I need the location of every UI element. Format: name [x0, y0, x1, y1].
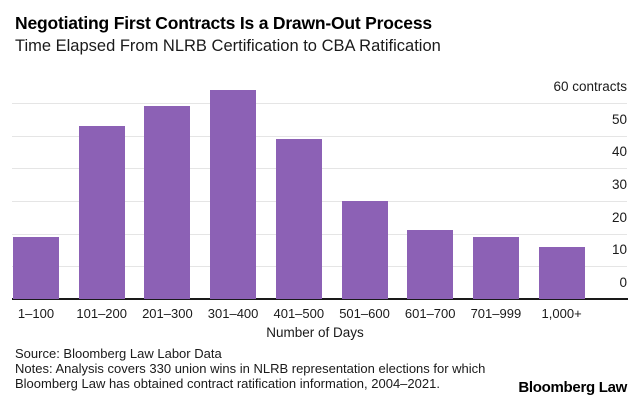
y-tick-label-0: 0: [619, 275, 627, 290]
x-tick-label-401–500: 401–500: [273, 306, 325, 321]
y-tick-label-60: 60 contracts: [553, 79, 627, 94]
chart-title: Negotiating First Contracts Is a Drawn-O…: [15, 13, 432, 33]
bar-1,000+: [538, 246, 585, 299]
source-text: Source: Bloomberg Law Labor Data: [15, 346, 222, 361]
bar-401–500: [275, 138, 322, 299]
y-tick-label-50: 50: [611, 111, 627, 127]
notes-text: Notes: Analysis covers 330 union wins in…: [15, 361, 486, 391]
chart-subtitle: Time Elapsed From NLRB Certification to …: [15, 37, 441, 55]
bar-701–999: [472, 236, 519, 299]
y-tick-label-10: 10: [611, 242, 627, 258]
bloomberg-law-logo: Bloomberg Law: [518, 379, 627, 396]
x-axis-line: [12, 298, 628, 300]
bar-501–600: [341, 201, 388, 299]
bar-201–300: [144, 106, 191, 299]
bar-101–200: [78, 125, 125, 299]
x-tick-label-101–200: 101–200: [76, 306, 127, 321]
bar-301–400: [210, 89, 257, 299]
y-tick-label-30: 30: [611, 177, 627, 192]
x-tick-label-201–300: 201–300: [142, 306, 193, 321]
bar-1–100: [13, 236, 59, 299]
x-tick-label-1,000+: 1,000+: [541, 306, 582, 321]
x-tick-label-601–700: 601–700: [404, 306, 456, 321]
gridline-60: [12, 103, 627, 104]
x-tick-label-1–100: 1–100: [17, 306, 55, 321]
y-tick-label-20: 20: [611, 209, 627, 225]
x-tick-label-501–600: 501–600: [339, 306, 390, 321]
x-tick-label-701–999: 701–999: [470, 306, 522, 321]
gridline-50: [12, 135, 627, 137]
x-tick-label-301–400: 301–400: [207, 306, 259, 321]
bar-601–700: [407, 230, 454, 299]
x-axis-title: Number of Days: [266, 325, 364, 340]
y-tick-label-40: 40: [611, 144, 627, 160]
